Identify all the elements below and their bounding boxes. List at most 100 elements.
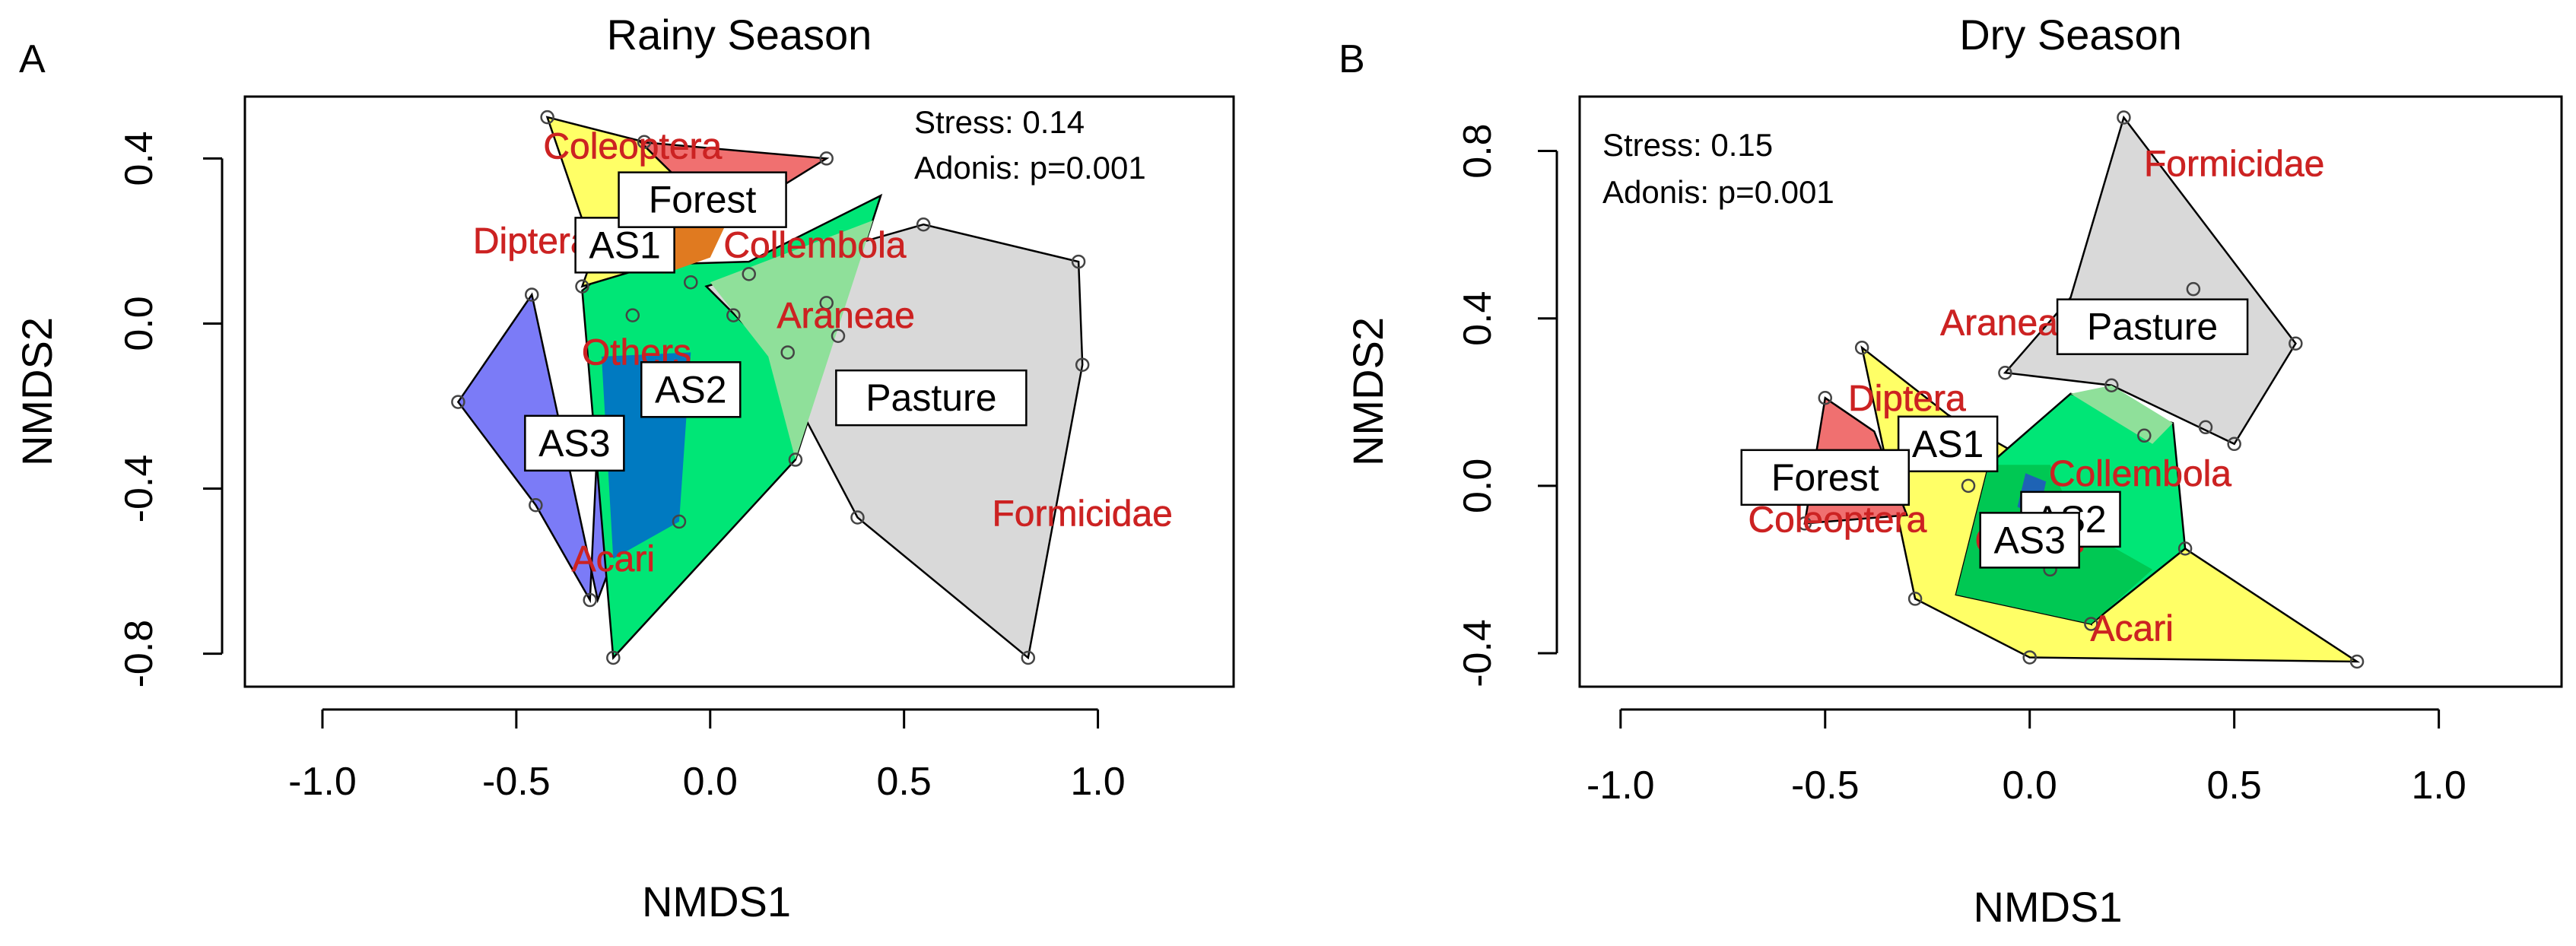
x-axis: -1.0 -0.5 0.0 0.5 1.0 NMDS1 [1587, 708, 2466, 931]
group-label-box [1740, 449, 1910, 506]
x-tick-label: 0.0 [683, 760, 738, 804]
sample-point [2186, 281, 2201, 297]
y-axis: 0.4 0.0 -0.4 -0.8 NMDS2 [13, 131, 224, 688]
species-labels: Coleoptera Diptera Collembola Araneae Others… [473, 126, 1174, 579]
x-tick-label: -1.0 [1587, 763, 1655, 808]
stat-text: Stress: 0.15 [1602, 127, 1773, 163]
plot-frame [1578, 95, 2563, 688]
x-tick-label: 0.0 [2003, 763, 2057, 808]
stat-text: Adonis: p=0.001 [914, 150, 1146, 186]
group-label-as1: AS1 [1897, 415, 1999, 473]
sample-point [1854, 340, 1869, 355]
sample-point [583, 592, 597, 608]
species-label-coleoptera: Coleoptera [1748, 500, 1926, 540]
sample-point [831, 329, 846, 343]
sample-point [1071, 254, 1086, 269]
y-tick-label: 0.0 [117, 296, 161, 351]
sample-point [2349, 654, 2365, 669]
group-label-text: AS2 [655, 368, 727, 411]
panel-a: A Rainy Season Coleoptera Diptera Collembola… [13, 11, 1235, 925]
sample-point [672, 514, 687, 529]
x-axis: -1.0 -0.5 0.0 0.5 1.0 NMDS1 [288, 708, 1126, 925]
group-label-text: Forest [649, 179, 757, 221]
x-tick-label: -1.0 [288, 760, 357, 804]
chart-title: Dry Season [1959, 11, 2182, 59]
sample-point [819, 296, 834, 310]
group-label-pasture: Pasture [835, 369, 1028, 427]
sample-point [1907, 592, 1923, 606]
group-label-as3: AS3 [524, 414, 625, 472]
sample-point [1075, 357, 1090, 372]
species-label-coleoptera: Coleoptera [543, 126, 722, 167]
x-tick-label: 0.5 [877, 760, 932, 804]
species-label-collembola: Collembola [2049, 454, 2231, 494]
sample-point [2022, 650, 2037, 665]
species-label-acari: Acari [2091, 608, 2174, 649]
group-label-pasture: Pasture [2056, 298, 2249, 355]
plot-frame [243, 95, 1235, 688]
sample-point [2084, 617, 2098, 631]
group-label-forest: Forest [618, 171, 787, 228]
panel-label: A [19, 37, 46, 81]
x-tick-label: -0.5 [482, 760, 551, 804]
group-label-box [524, 414, 625, 472]
sample-point [606, 650, 621, 665]
x-axis-label: NMDS1 [1973, 883, 2122, 931]
sample-point [575, 279, 589, 294]
y-tick-label: -0.4 [1456, 619, 1500, 687]
group-label-as2: AS2 [640, 361, 742, 418]
stat-text: Stress: 0.14 [914, 104, 1085, 140]
sample-point [451, 395, 465, 409]
chart-title: Rainy Season [607, 11, 872, 59]
group-label-text: AS1 [1912, 423, 1984, 465]
sample-point [1998, 365, 2012, 380]
sample-point [2289, 336, 2303, 351]
group-label-box [2056, 298, 2249, 355]
sample-point [2117, 110, 2131, 125]
group-label-as3: AS3 [1979, 512, 2080, 569]
sample-point [529, 497, 543, 513]
sample-point [2198, 420, 2213, 435]
group-label-box [835, 369, 1028, 427]
sample-points [451, 110, 1090, 665]
sample-point [1797, 516, 1812, 531]
y-tick-label: 0.8 [1456, 123, 1500, 178]
group-label-box [618, 171, 787, 228]
sample-point [788, 452, 803, 467]
sample-point [780, 345, 795, 360]
panel-label: B [1339, 37, 1365, 81]
y-axis-label: NMDS2 [1344, 317, 1392, 466]
group-label-text: AS3 [538, 422, 611, 465]
sample-point [637, 135, 652, 149]
y-tick-label: 0.0 [1456, 459, 1500, 513]
group-labels: PastureAS1ForestAS2AS3 [1740, 298, 2249, 569]
sample-point [916, 217, 931, 232]
sample-point [684, 275, 698, 290]
sample-point [819, 151, 834, 166]
species-label-others: Others [582, 333, 691, 373]
species-label-araneae: Araneae [1940, 303, 2078, 344]
sample-point [625, 308, 640, 322]
x-tick-label: 1.0 [2411, 763, 2466, 808]
species-label-diptera: Diptera [1848, 379, 1966, 419]
sample-point [742, 267, 756, 281]
group-label-text: Pasture [2087, 306, 2218, 348]
sample-point [2227, 436, 2241, 452]
y-tick-label: -0.8 [117, 620, 161, 688]
sample-point [2104, 378, 2119, 392]
group-label-box [1897, 415, 1999, 473]
panel-b: B Dry Season Formicidae Araneae Diptera Colle… [1339, 11, 2563, 931]
sample-point [1961, 478, 1976, 494]
group-label-text: Pasture [866, 376, 996, 419]
y-axis: 0.8 0.4 0.0 -0.4 NMDS2 [1344, 123, 1558, 687]
x-tick-label: 1.0 [1070, 760, 1125, 804]
y-tick-label: 0.4 [117, 131, 161, 186]
y-axis-label: NMDS2 [13, 317, 61, 466]
sample-point [525, 287, 539, 302]
group-label-forest: Forest [1740, 449, 1910, 506]
group-label-text: Forest [1771, 456, 1879, 499]
x-axis-label: NMDS1 [642, 878, 791, 925]
sample-point [1021, 650, 1036, 665]
